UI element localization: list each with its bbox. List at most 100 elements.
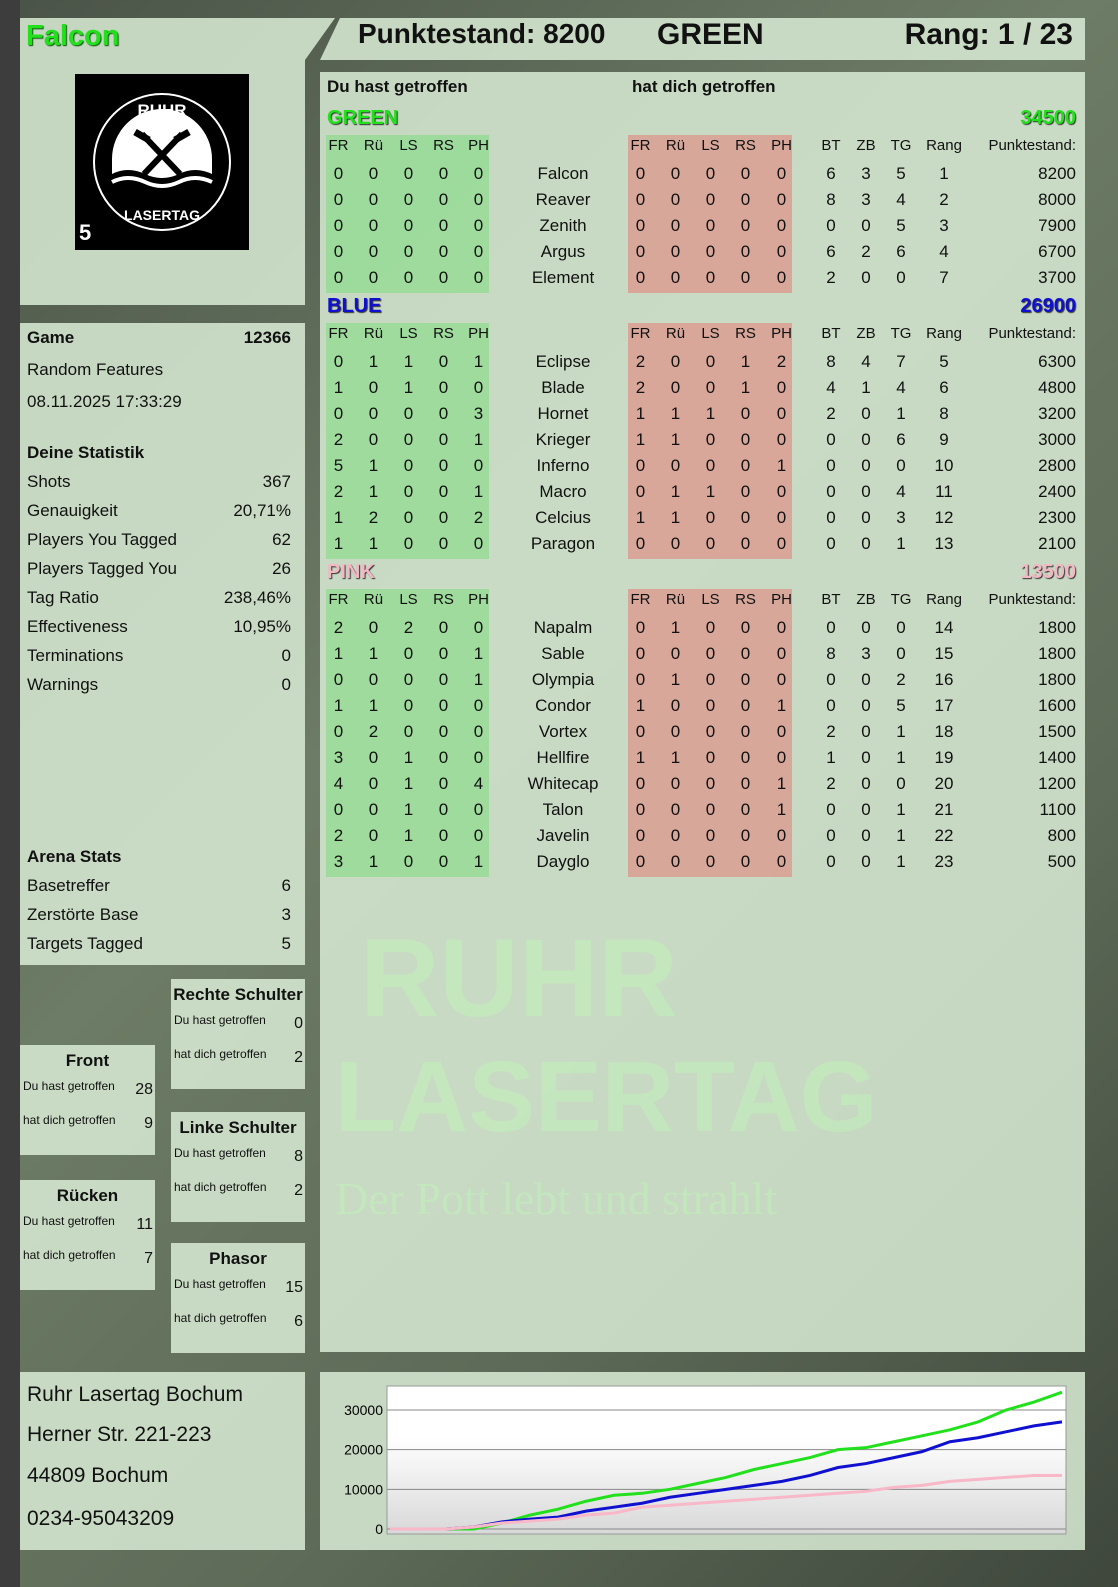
stat-cell: 0 [826,852,836,871]
stat-cell: 13 [934,534,954,553]
stat-cell: 1 [896,826,906,845]
team-name: PINK [327,561,375,583]
stat-value: 10,95% [233,617,291,636]
zone-you-hit-value: 15 [285,1279,303,1296]
score-cell: 800 [1047,826,1076,845]
you-hit-cell: 1 [368,456,379,475]
hit-you-cell: 0 [740,404,751,423]
stat-cell: 0 [896,618,906,637]
y-tick-label: 30000 [344,1402,383,1418]
stat-label: Genauigkeit [27,501,118,520]
zone-hit-you-label: hat dich getroffen [23,1113,116,1127]
hit-you-cell: 0 [740,696,751,715]
you-hit-cell: 3 [333,748,344,767]
player-name-cell: Hornet [537,404,589,423]
you-hit-cell: 0 [473,242,484,261]
stat-cell: 0 [861,216,871,235]
you-hit-cell: 1 [368,696,379,715]
you-hit-cell: 0 [438,404,449,423]
hit-you-cell: 1 [635,696,646,715]
header-bar [320,18,1085,60]
score-cell: 1800 [1038,618,1076,637]
you-hit-cell: 0 [403,190,414,209]
zone-you-hit-label: Du hast getroffen [174,1013,266,1027]
hit-you-cell: 0 [635,268,646,287]
column-header: ZB [856,137,876,154]
hit-you-cell: 0 [670,216,681,235]
stat-cell: 2 [896,670,906,689]
stat-cell: 0 [861,482,871,501]
player-name-cell: Napalm [533,618,593,637]
you-hit-cell: 0 [333,404,344,423]
you-hit-cell: 0 [403,722,414,741]
column-header: Rü [665,591,686,608]
hit-you-cell: 0 [776,826,787,845]
stat-cell: 0 [861,774,871,793]
stat-cell: 4 [861,352,871,371]
you-hit-cell: 0 [403,216,414,235]
table-row: 0 0 0 0 3 Hornet 1 1 1 0 0 2 0 1 8 3200 [0,402,1118,428]
column-header: LS [399,591,418,608]
stat-cell: 1 [896,748,906,767]
stat-cell: 6 [939,378,949,397]
hit-you-cell: 0 [705,534,716,553]
hit-you-cell: 1 [635,508,646,527]
hit-you-cell: 0 [705,352,716,371]
zone-hit-you-label: hat dich getroffen [174,1047,267,1061]
table-row: 0 0 0 0 0 Falcon 0 0 0 0 0 6 3 5 1 8200 [0,162,1118,188]
column-header: PH [771,591,792,608]
you-hit-cell: 0 [403,430,414,449]
score-cell: 1800 [1038,670,1076,689]
stat-cell: 9 [939,430,949,449]
stat-cell: 11 [935,482,953,501]
hit-you-cell: 1 [635,748,646,767]
column-header: FR [328,591,349,608]
stat-cell: 7 [939,268,949,287]
hit-you-highlight [628,135,792,293]
game-datetime: 08.11.2025 17:33:29 [27,392,182,411]
zone-you-hit-label: Du hast getroffen [23,1214,115,1228]
hit-you-highlight [628,589,792,877]
you-hit-cell: 0 [438,242,449,261]
stat-row: Terminations 0 [27,646,291,674]
table-row: 2 1 0 0 1 Macro 0 1 1 0 0 0 0 4 11 2400 [0,480,1118,506]
you-hit-cell: 1 [473,670,484,689]
hit-you-cell: 0 [705,378,716,397]
you-hit-cell: 2 [333,618,344,637]
score-cell: 1800 [1038,644,1076,663]
arena-value: 6 [281,876,291,895]
hit-you-cell: 1 [776,456,787,475]
column-header: TG [890,137,912,154]
column-header: Rü [363,325,384,342]
hit-you-cell: 0 [705,670,716,689]
table-row: 1 1 0 0 1 Sable 0 0 0 0 0 8 3 0 15 1800 [0,642,1118,668]
hit-you-cell: 0 [635,800,646,819]
zone-you-hit-value: 11 [136,1216,153,1233]
hit-you-cell: 0 [776,508,787,527]
hit-you-cell: 0 [635,852,646,871]
stat-value: 367 [262,472,291,491]
y-tick-label: 20000 [344,1442,383,1458]
column-header: LS [701,325,720,342]
zone-you-hit-label: Du hast getroffen [174,1146,266,1160]
you-hit-cell: 0 [473,534,484,553]
hit-you-cell: 0 [740,430,751,449]
hit-you-cell: 0 [776,190,787,209]
you-hit-cell: 0 [403,644,414,663]
you-hit-cell: 0 [438,164,449,183]
hit-you-cell: 0 [670,164,681,183]
zone-you-hit-label: Du hast getroffen [174,1277,266,1291]
ruhr-lasertag-logo-icon: RUHR LASERTAG 5 [79,93,231,245]
game-id: 12366 [243,328,291,347]
column-header: ZB [856,591,876,608]
you-hit-cell: 1 [403,378,414,397]
column-header-row: FR FR Rü Rü LS LS RS RS PH PH BT ZB TG Rang Punktestan… [0,135,1118,161]
stat-cell: 23 [934,852,954,871]
you-hit-cell: 0 [368,774,379,793]
plot-area [386,1385,1067,1535]
you-hit-cell: 0 [403,242,414,261]
score-cell: 7900 [1038,216,1076,235]
stat-cell: 0 [861,404,871,423]
hit-you-cell: 1 [670,618,681,637]
hit-you-cell: 0 [705,456,716,475]
